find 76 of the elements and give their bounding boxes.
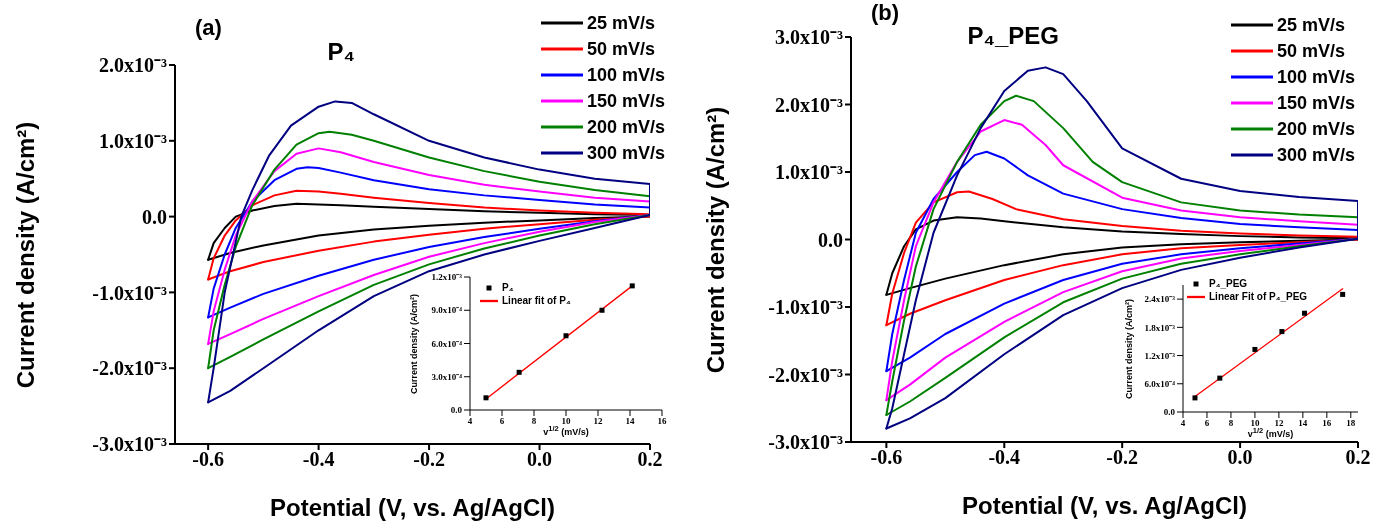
legend-label: Linear fit of P₄	[502, 295, 571, 306]
y-tick-label: -3.0x10⁻³	[92, 433, 167, 456]
legend-label: P₄_PEG	[1209, 278, 1248, 289]
x-tick-label: -0.4	[988, 446, 1021, 469]
y-tick-label: 3.0x10⁻³	[775, 26, 843, 49]
x-tick-label: 14	[625, 416, 635, 427]
y-tick-label: 1.2x10⁻³	[1144, 350, 1176, 361]
x-tick-label: 16	[1322, 418, 1332, 429]
y-tick-label: -3.0x10⁻³	[768, 431, 843, 454]
legend-label: 50 mV/s	[586, 38, 655, 60]
x-axis-title: Potential (V, vs. Ag/AgCl)	[962, 492, 1247, 520]
y-tick-label: 9.0x10⁻⁴	[431, 305, 463, 316]
x-tick-label: 6	[1204, 418, 1210, 429]
x-tick-label: 6	[499, 416, 505, 427]
legend-label: 100 mV/s	[1276, 66, 1355, 88]
y-tick-label: 2.4x10⁻³	[1144, 294, 1176, 305]
x-tick-label: 12	[593, 416, 603, 427]
y-tick-label: 0.0	[1163, 407, 1176, 418]
y-tick-label: 1.0x10⁻³	[775, 161, 843, 184]
x-tick-label: -0.2	[413, 448, 445, 471]
legend-label: 50 mV/s	[1276, 40, 1345, 62]
x-tick-label: 0.2	[637, 448, 663, 471]
y-tick-label: -2.0x10⁻³	[768, 363, 843, 386]
x-tick-label: -0.2	[1106, 446, 1139, 469]
chart-title: P₄	[327, 38, 355, 66]
y-tick-label: 6.0x10⁻⁴	[1144, 378, 1176, 389]
y-tick-label: 0.0	[142, 205, 167, 228]
y-tick-label: 2.0x10⁻³	[99, 54, 167, 77]
text: (a)	[195, 15, 222, 41]
y-axis-title: Current density (A/cm²)	[409, 293, 419, 394]
x-tick-label: 0.0	[527, 448, 553, 471]
y-tick-label: 0.0	[818, 228, 843, 251]
legend-label: Linear Fit of P₄_PEG	[1209, 291, 1308, 302]
chart-title: P₄_PEG	[967, 22, 1059, 50]
y-tick-label: -1.0x10⁻³	[768, 296, 843, 319]
x-tick-label: -0.4	[302, 448, 335, 471]
x-axis-title: Potential (V, vs. Ag/AgCl)	[270, 494, 555, 522]
legend-label: 100 mV/s	[586, 64, 665, 86]
y-tick-label: 2.0x10⁻³	[775, 93, 843, 116]
x-tick-label: -0.6	[192, 448, 224, 471]
y-tick-label: -1.0x10⁻³	[92, 281, 167, 304]
x-tick-label: 16	[657, 416, 667, 427]
legend-label: P₄	[502, 282, 514, 293]
x-tick-label: 10	[561, 416, 571, 427]
legend-label: 200 mV/s	[586, 116, 665, 138]
x-tick-label: 8	[531, 416, 537, 427]
y-tick-label: 1.0x10⁻³	[99, 129, 167, 152]
legend-label: 300 mV/s	[1276, 144, 1355, 166]
legend-label: 150 mV/s	[586, 90, 665, 112]
y-tick-label: 1.8x10⁻³	[1144, 322, 1176, 333]
x-tick-label: 12	[1274, 418, 1284, 429]
text: (b)	[871, 0, 900, 26]
x-tick-label: -0.6	[870, 446, 903, 469]
y-axis-title: Current density (A/cm²)	[1124, 298, 1134, 399]
y-axis-title: Current density (A/cm²)	[12, 121, 40, 388]
y-tick-label: 3.0x10⁻⁴	[431, 371, 463, 382]
legend-label: 150 mV/s	[1276, 92, 1355, 114]
legend-label: 300 mV/s	[586, 142, 665, 164]
x-tick-label: 14	[1298, 418, 1308, 429]
x-tick-label: 4	[467, 416, 473, 427]
x-tick-label: 0.0	[1227, 446, 1253, 469]
y-tick-label: 6.0x10⁻⁴	[431, 338, 463, 349]
x-tick-label: 0.2	[1345, 446, 1371, 469]
x-tick-label: 10	[1250, 418, 1260, 429]
y-axis-title: Current density (A/cm²)	[702, 106, 730, 373]
y-tick-label: 1.2x10⁻³	[431, 272, 463, 283]
y-tick-label: -2.0x10⁻³	[92, 357, 167, 380]
x-tick-label: 18	[1346, 418, 1356, 429]
y-tick-label: 0.0	[450, 405, 463, 416]
legend-label: 200 mV/s	[1276, 118, 1355, 140]
x-tick-label: 4	[1180, 418, 1186, 429]
x-axis-title: v$^{1/2}$ (mV/s)	[1247, 426, 1294, 439]
x-tick-label: 8	[1228, 418, 1234, 429]
legend-label: 25 mV/s	[586, 12, 655, 34]
legend-label: 25 mV/s	[1276, 14, 1345, 36]
x-axis-title: v$^{1/2}$ (mV/s)	[543, 424, 589, 437]
